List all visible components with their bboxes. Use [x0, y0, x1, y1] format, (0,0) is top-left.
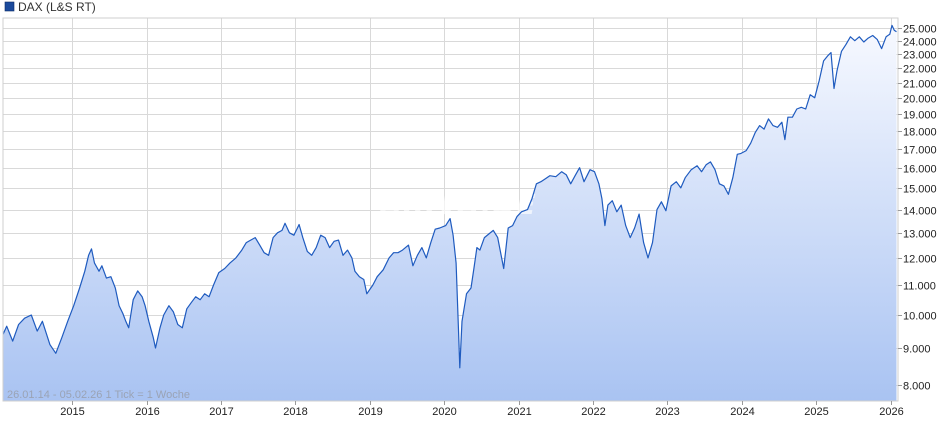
- x-tick-label: 2024: [730, 406, 754, 418]
- y-tick-label: 13.000: [903, 229, 937, 241]
- legend-label: DAX (L&S RT): [18, 0, 96, 14]
- plot-frame: [2, 17, 899, 402]
- y-tick-label: 14.000: [903, 206, 937, 218]
- x-tick-label: 2015: [60, 406, 84, 418]
- x-tick-label: 2022: [581, 406, 605, 418]
- y-tick-label: 15.000: [903, 184, 937, 196]
- x-tick-label: 2023: [655, 406, 679, 418]
- x-tick-label: 2018: [283, 406, 307, 418]
- x-tick-label: 2020: [432, 406, 456, 418]
- y-axis: 8.000 9.000 10.000 11.000 12.000 13.000 14.000…: [898, 24, 937, 393]
- y-tick-label: 19.000: [903, 110, 937, 122]
- y-tick-label: 12.000: [903, 254, 937, 266]
- y-tick-label: 24.000: [903, 37, 937, 49]
- line-layer: [2, 24, 897, 369]
- legend-swatch: [4, 1, 15, 12]
- x-tick-label: 2025: [804, 406, 828, 418]
- y-tick-label: 17.000: [903, 145, 937, 157]
- legend: DAX (L&S RT): [4, 0, 96, 14]
- y-tick-label: 16.000: [903, 164, 937, 176]
- x-tick-label: 2021: [507, 406, 531, 418]
- y-tick-label: 18.000: [903, 127, 937, 139]
- series-area-fill: [3, 25, 897, 402]
- y-tick-label: 10.000: [903, 311, 937, 323]
- y-tick-label: 23.000: [903, 50, 937, 62]
- y-tick-label: 11.000: [903, 281, 936, 293]
- x-axis: 2015 2016 2017 2018 2019 2020 2021 2022 2023 2024…: [60, 401, 904, 418]
- area-layer: [3, 25, 897, 402]
- y-tick-label: 22.000: [903, 64, 937, 76]
- range-info: 26.01.14 - 05.02.26 1 Tick = 1 Woche: [7, 389, 190, 401]
- y-tick-label: 25.000: [903, 24, 937, 36]
- y-tick-label: 20.000: [903, 94, 937, 106]
- x-tick-label: 2019: [358, 406, 382, 418]
- y-tick-label: 21.000: [903, 79, 937, 91]
- x-tick-label: 2016: [135, 406, 159, 418]
- watermark: ARIVA.DE: [378, 188, 537, 221]
- series-line-dax: [2, 24, 897, 369]
- y-tick-label: 9.000: [903, 344, 931, 356]
- x-tick-label: 2026: [879, 406, 903, 418]
- x-tick-label: 2017: [209, 406, 233, 418]
- y-tick-label: 8.000: [903, 381, 931, 393]
